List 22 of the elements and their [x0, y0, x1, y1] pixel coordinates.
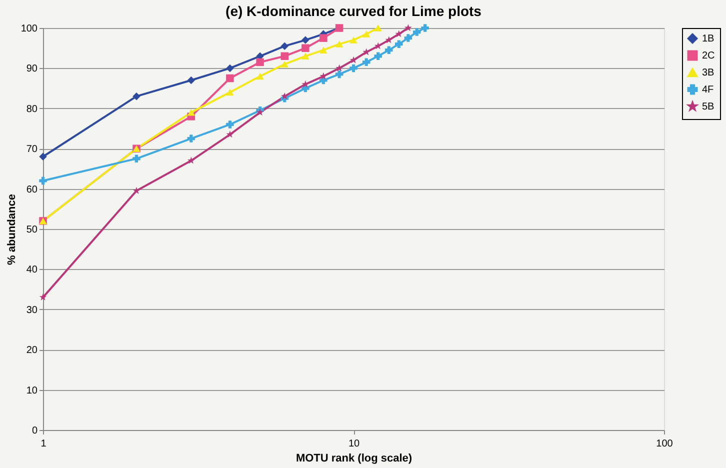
y-tick-label: 90 [26, 64, 38, 75]
y-tick-label: 70 [26, 144, 38, 156]
y-tick-label: 10 [26, 385, 38, 396]
legend-label: 2C [702, 50, 715, 62]
legend-label: 3B [702, 68, 715, 78]
legend-label: 5B [702, 102, 715, 112]
y-tick-label: 20 [26, 345, 38, 356]
y-tick-label: 40 [26, 264, 38, 276]
legend-label: 1B [702, 34, 715, 44]
y-tick-label: 50 [26, 224, 38, 236]
x-axis-title: MOTU rank (log scale) [296, 452, 412, 464]
y-axis-title: % abundance [6, 194, 18, 265]
x-tick-label: 1 [40, 438, 47, 450]
y-tick-label: 0 [32, 426, 38, 436]
x-tick-label: 10 [348, 438, 360, 450]
x-tick-label: 100 [656, 438, 674, 450]
y-tick-label: 30 [26, 304, 38, 316]
legend-label: 4F [702, 84, 714, 96]
chart-title: (e) K-dominance curved for Lime plots [226, 3, 482, 19]
y-tick-label: 100 [20, 24, 38, 34]
y-tick-label: 80 [26, 104, 38, 115]
y-tick-label: 60 [26, 184, 38, 196]
